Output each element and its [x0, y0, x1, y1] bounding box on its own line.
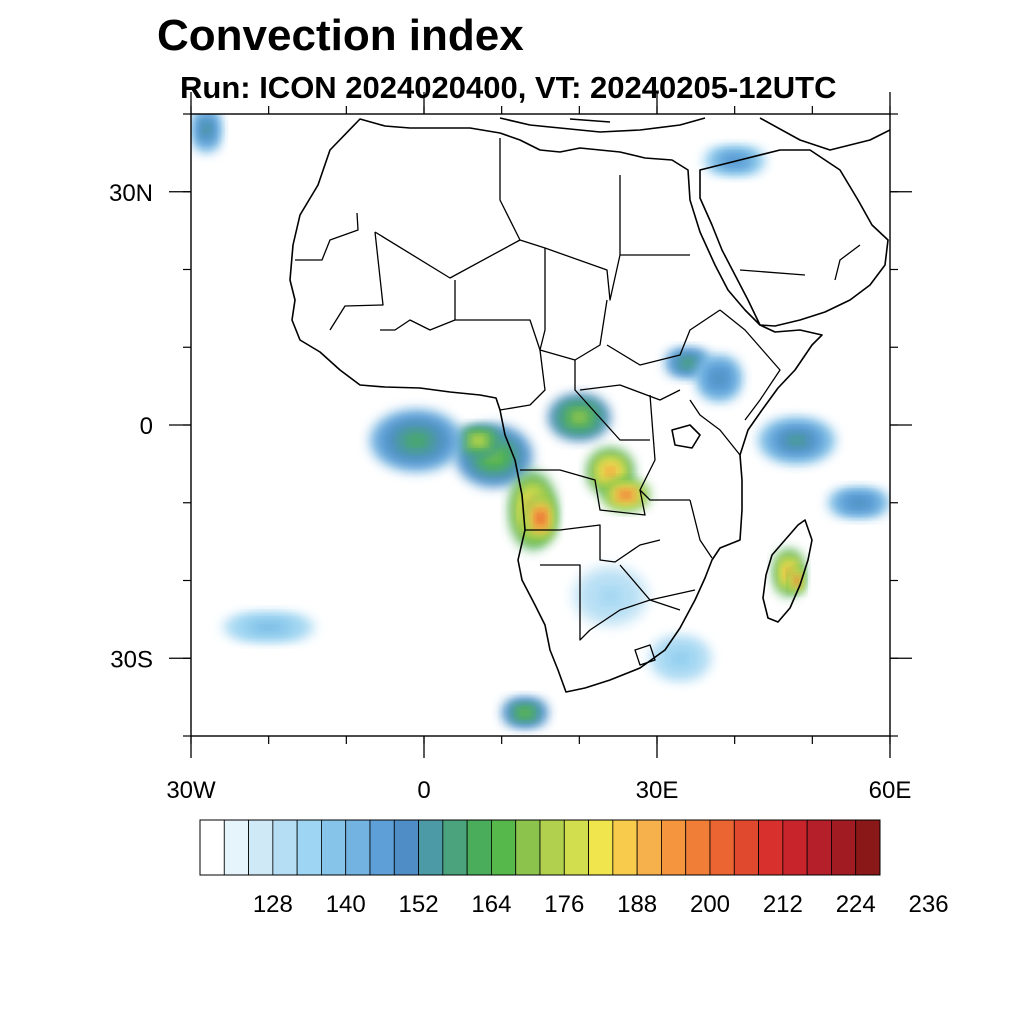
- colorbar-label: 212: [763, 891, 803, 918]
- colorbar-swatch: [296, 819, 322, 876]
- colorbar-label: 140: [326, 891, 366, 918]
- colorbar-swatch: [855, 819, 881, 876]
- lake-victoria: [671, 424, 701, 449]
- colorbar-swatch: [636, 819, 662, 876]
- colorbar-swatch: [248, 819, 274, 876]
- africa-coastline: [289, 118, 823, 693]
- colorbar-label: 224: [836, 891, 876, 918]
- convection-blob: [521, 710, 529, 716]
- colorbar-swatch: [223, 819, 249, 876]
- convection-blob: [684, 360, 692, 366]
- colorbar-swatch: [272, 819, 298, 876]
- colorbar-swatch: [612, 819, 638, 876]
- colorbar-label: 152: [399, 891, 439, 918]
- colorbar-swatch: [782, 819, 808, 876]
- run-info-subtitle: Run: ICON 2024020400, VT: 20240205-12UTC: [180, 70, 837, 105]
- colorbar-label: 176: [544, 891, 584, 918]
- arabia-coastline: [699, 149, 889, 327]
- convection-blob: [715, 374, 724, 383]
- europe-coastline: [499, 117, 890, 151]
- convection-blob: [622, 492, 630, 498]
- y-tick-label: 30S: [110, 646, 153, 673]
- colorbar-swatch: [806, 819, 832, 876]
- colorbar-label: 128: [253, 891, 293, 918]
- madagascar-coastline: [762, 519, 813, 623]
- convection-blob: [537, 514, 544, 523]
- convection-blob: [674, 653, 687, 663]
- map-title: Convection index: [157, 11, 524, 60]
- political-borders: [295, 138, 861, 666]
- colorbar-label: 164: [471, 891, 511, 918]
- axis-layer: 30W 0 30E 60E 30N 0 30S: [109, 92, 912, 804]
- colorbar-swatch: [831, 819, 857, 876]
- colorbar-swatch: [418, 819, 444, 876]
- colorbar-swatch: [588, 819, 614, 876]
- convection-blob: [408, 435, 424, 446]
- colorbar-swatch: [661, 819, 687, 876]
- convection-blob: [574, 413, 585, 422]
- y-tick-label: 30N: [109, 180, 153, 207]
- convection-blob: [795, 578, 799, 583]
- x-tick-label: 0: [417, 777, 430, 804]
- colorbar-swatch: [369, 819, 395, 876]
- convection-blob: [853, 500, 865, 506]
- colorbar: 128 140 152 164 176 188 200 212 224 236: [199, 819, 949, 918]
- colorbar-swatch: [709, 819, 735, 876]
- colorbar-swatch: [393, 819, 419, 876]
- x-tick-label: 30E: [636, 777, 679, 804]
- coastline-border-layer: [289, 117, 890, 693]
- colorbar-swatch: [685, 819, 711, 876]
- colorbar-swatch: [491, 819, 517, 876]
- convection-blob: [790, 436, 804, 445]
- colorbar-label: 200: [690, 891, 730, 918]
- convection-blob: [606, 467, 615, 476]
- colorbar-swatch: [515, 819, 541, 876]
- x-tick-label: 30W: [166, 777, 216, 804]
- colorbar-swatch: [466, 819, 492, 876]
- convection-blob: [203, 125, 210, 134]
- colorbar-frame: [199, 819, 881, 876]
- colorbar-swatch: [563, 819, 589, 876]
- y-tick-label: 0: [140, 413, 153, 440]
- colorbar-swatch: [733, 819, 759, 876]
- colorbar-swatch: [758, 819, 784, 876]
- colorbar-swatch: [442, 819, 468, 876]
- convection-blob: [600, 588, 621, 604]
- colorbar-label: 188: [617, 891, 657, 918]
- colorbar-swatch: [345, 819, 371, 876]
- colorbar-swatch: [539, 819, 565, 876]
- convection-blob: [260, 624, 277, 630]
- colorbar-label: 236: [909, 891, 949, 918]
- colorbar-swatch: [199, 819, 225, 876]
- colorbar-swatch: [321, 819, 347, 876]
- convection-field-layer: [191, 114, 890, 729]
- convection-blob: [474, 437, 483, 444]
- x-tick-label: 60E: [869, 777, 912, 804]
